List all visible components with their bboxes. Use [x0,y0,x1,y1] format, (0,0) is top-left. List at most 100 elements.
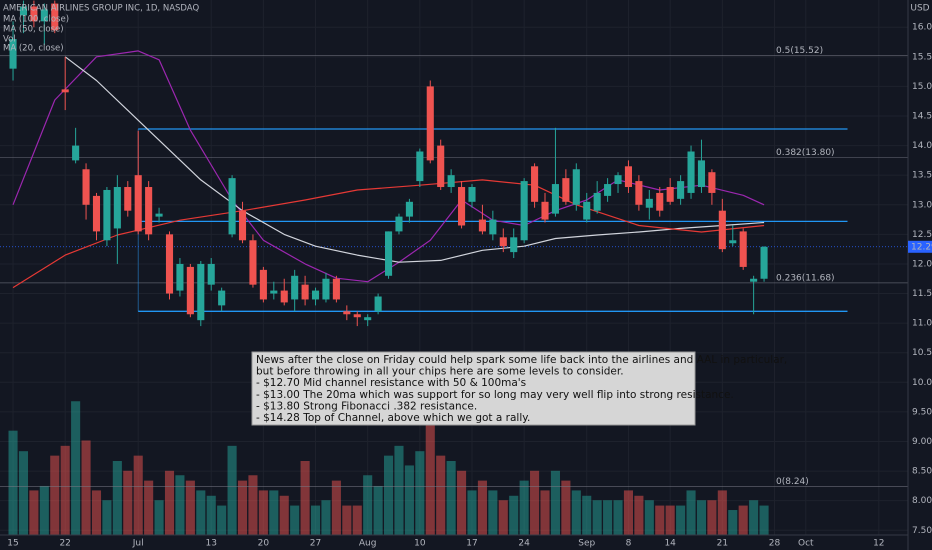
currency-label: USD [910,4,929,14]
candle-body [541,201,549,220]
candle-body [364,317,372,321]
y-tick-label: 13.00 [912,200,932,210]
candle-body [30,6,38,22]
candle-body [562,178,570,202]
volume-bar [488,490,498,535]
volume-bar [498,500,508,535]
annotation: News after the close on Friday could hel… [256,354,787,424]
volume-bar [644,500,654,535]
legend-item[interactable]: MA (20, close) [3,44,64,54]
legend-item[interactable]: MA (100, close) [3,15,69,25]
candle-body [520,181,528,241]
volume-bar [81,440,91,535]
volume-bar [436,455,446,535]
candle-body [718,210,726,250]
candle-body [186,266,194,315]
volume-bar [613,500,623,535]
candle-body [218,290,226,306]
volume-bar [425,416,435,535]
candle-body [624,166,633,188]
volume-bar [133,455,143,535]
y-tick-label: 8.50 [912,467,932,477]
candle-body [572,169,580,205]
volume-bar [185,480,195,535]
x-tick-label: 10 [414,539,426,549]
volume-bar [279,495,289,535]
x-tick-label: Sep [578,539,595,549]
candle-body [697,160,706,188]
volume-bar [112,460,122,535]
volume-bar [331,480,341,535]
last-price-label: 12.29 [911,242,932,252]
candle-body [228,178,236,235]
legend-item[interactable]: Vol [3,35,16,45]
y-tick-label: 14.50 [912,111,932,121]
candle-body [145,187,153,235]
volume-bar [749,500,759,535]
moving-average [12,179,765,289]
volume-bar [592,500,602,535]
candle-body [72,145,80,161]
volume-bar [71,401,81,535]
volume-bar [269,490,279,535]
candle-body [760,246,768,279]
y-tick-label: 11.00 [912,319,932,329]
candle-body [165,234,174,294]
volume-bar [196,490,206,535]
volume-bar [415,451,425,535]
volume-bar [321,500,331,535]
fib-label: 0.382(13.80) [776,148,835,158]
candle-body [155,213,163,217]
x-tick-label: 24 [518,539,530,549]
volume-bar [102,500,112,535]
candle-body [134,175,142,232]
annotation-line: - $12.70 Mid channel resistance with 50 … [256,377,526,389]
volume-bar [258,490,268,535]
candle-body [197,263,205,321]
annotation-line: - $13.80 Strong Fibonacci .382 resistanc… [256,400,477,412]
candle-body [478,219,486,232]
candle-body [259,269,267,300]
volume-bar [352,505,362,535]
candle-body [374,296,382,312]
annotation-line: but before throwing in all your chips he… [256,366,624,378]
candle-body [405,201,413,217]
candle-body [311,290,320,300]
y-tick-label: 12.00 [912,259,932,269]
candle-body [489,219,497,235]
volume-bar [509,495,519,535]
y-tick-label: 15.50 [912,52,932,62]
volume-bar [707,500,717,535]
volume-bar [530,470,540,535]
volume-bar [738,505,748,535]
candle-body [103,189,111,241]
volume-bar [634,495,644,535]
volume-bar [519,480,529,535]
candle-body [51,3,59,31]
volume-bar [123,470,133,535]
y-tick-label: 12.50 [912,230,932,240]
candle-body [614,175,622,185]
volume-bar [550,470,560,535]
volume-bar [18,451,29,535]
x-tick-label: Oct [798,539,814,549]
volume-bar [477,480,487,535]
volume-bar [217,505,227,535]
x-tick-label: 13 [205,539,216,549]
volume-bar [384,455,394,535]
candle-body [395,216,403,232]
y-tick-label: 10.50 [912,348,932,358]
candle-body [280,290,288,303]
y-tick-label: 7.50 [912,526,932,536]
x-tick-label: Jul [132,539,144,549]
volume-bar [60,445,70,535]
volume-bar [717,490,727,535]
last-price-tag [908,240,932,253]
candle-body [437,145,445,188]
candle-body [207,263,215,285]
volume-bar [686,490,696,535]
x-tick-label: 28 [769,539,781,549]
candle-body [510,237,518,253]
legend-item[interactable]: MA (50, close) [3,25,64,35]
